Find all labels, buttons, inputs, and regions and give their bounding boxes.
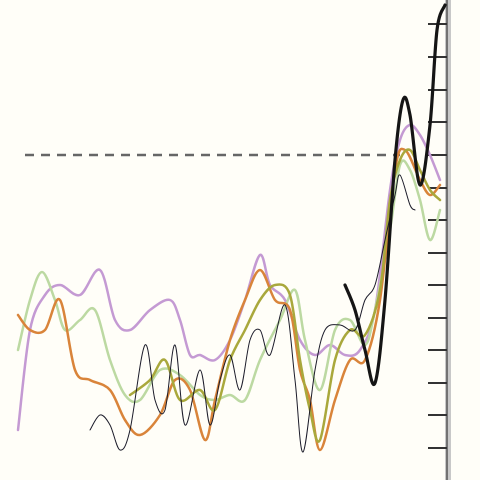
- line-series: [343, 3, 447, 387]
- line-series: [128, 148, 442, 443]
- line-series: [89, 174, 416, 453]
- right-axis-band: [445, 0, 451, 480]
